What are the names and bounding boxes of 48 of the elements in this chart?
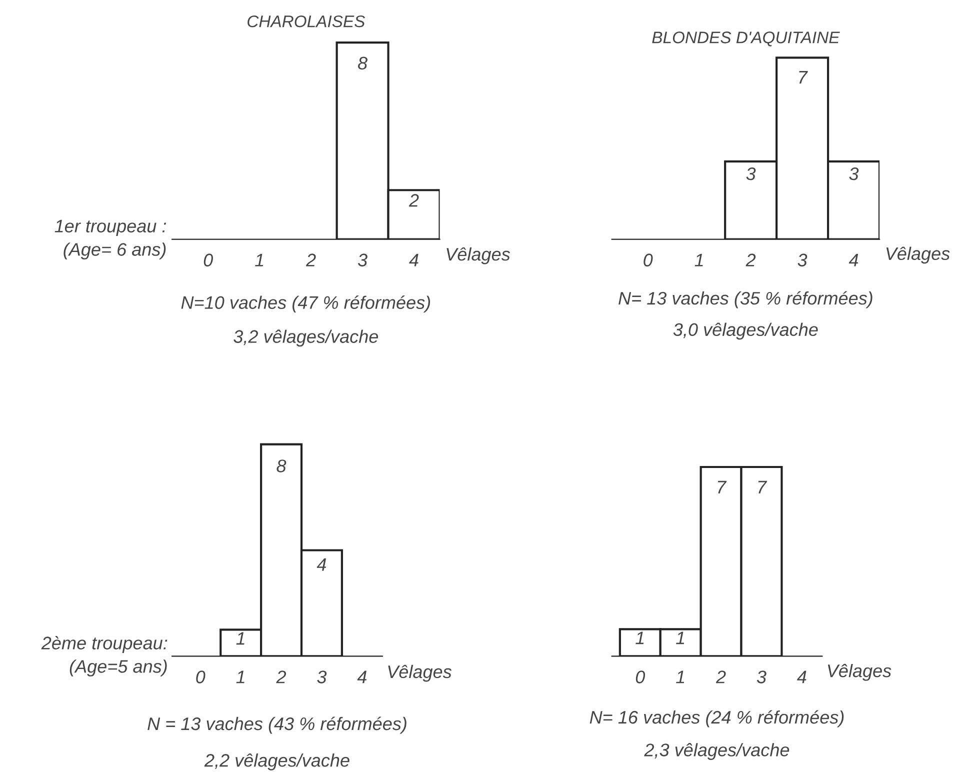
- x-tick-label: 1: [236, 670, 244, 684]
- text: 3,2 vêlages/vache: [234, 330, 378, 347]
- x-tick-label: 3: [756, 670, 766, 684]
- data-label: 8: [358, 56, 368, 70]
- data-label: 7: [799, 71, 808, 84]
- text: N= 16 vaches (24 % réformées): [590, 710, 844, 728]
- text: 3,0 vêlages/vache: [673, 322, 818, 340]
- text: N = 13 vaches (43 % réformées): [148, 716, 406, 734]
- data-label: 1: [636, 632, 644, 644]
- x-axis-title: Vêlages: [446, 247, 510, 264]
- text: 2,2 vêlages/vache: [204, 753, 350, 770]
- x-tick-label: 0: [644, 254, 653, 266]
- x-tick-label: 4: [357, 670, 367, 684]
- data-label: 1: [236, 632, 244, 645]
- x-tick-label: 4: [797, 670, 806, 684]
- x-tick-label: 2: [746, 254, 756, 266]
- x-tick-label: 2: [306, 254, 316, 266]
- data-label: 3: [746, 167, 756, 180]
- x-axis-title: Vêlages: [828, 664, 892, 681]
- text: 2,3 vêlages/vache: [644, 743, 790, 760]
- x-tick-label: 1: [676, 670, 684, 684]
- x-tick-label: 3: [317, 670, 327, 684]
- x-tick-label: 0: [636, 670, 646, 684]
- x-tick-label: 4: [409, 254, 418, 266]
- x-tick-label: 1: [694, 254, 703, 266]
- x-tick-label: 0: [204, 254, 213, 266]
- data-label: 8: [276, 460, 286, 472]
- text: N= 13 vaches (35 % réformées): [618, 291, 872, 308]
- data-label: 4: [316, 558, 326, 571]
- x-axis-title: Vêlages: [886, 246, 950, 264]
- x-tick-label: 3: [358, 254, 368, 266]
- data-label: 3: [849, 167, 859, 180]
- data-label: 7: [758, 480, 768, 494]
- data-label: 2: [408, 194, 419, 207]
- x-tick-label: 2: [276, 670, 286, 684]
- x-tick-label: 0: [196, 670, 206, 684]
- chart-title: CHAROLAISES: [248, 15, 366, 28]
- y-axis-title: 1er troupeau : (Age= 6 ans): [54, 220, 166, 260]
- x-tick-label: 4: [848, 254, 858, 266]
- x-tick-label: 3: [798, 254, 808, 266]
- x-tick-label: 2: [716, 670, 726, 684]
- data-label: 1: [676, 632, 684, 644]
- x-axis-title: Vêlages: [388, 664, 452, 682]
- x-tick-label: 1: [255, 254, 264, 266]
- y-axis-title: 2ème troupeau: (Age=5 ans): [41, 636, 168, 676]
- chart-title: BLONDES D'AQUITAINE: [652, 32, 840, 46]
- data-label: 7: [718, 480, 727, 494]
- text: N=10 vaches (47 % réformées): [181, 296, 430, 313]
